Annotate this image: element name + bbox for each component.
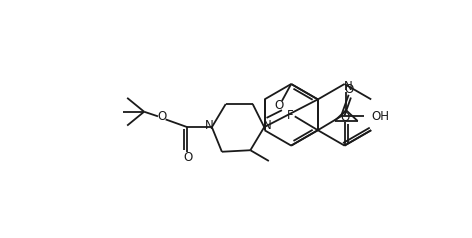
Text: OH: OH — [372, 110, 390, 123]
Text: O: O — [184, 151, 193, 164]
Text: O: O — [274, 99, 284, 112]
Text: N: N — [263, 119, 272, 132]
Text: O: O — [345, 83, 354, 96]
Text: N: N — [204, 119, 213, 132]
Text: O: O — [157, 110, 167, 123]
Text: F: F — [287, 109, 294, 122]
Text: N: N — [344, 80, 353, 93]
Text: O: O — [341, 111, 350, 124]
